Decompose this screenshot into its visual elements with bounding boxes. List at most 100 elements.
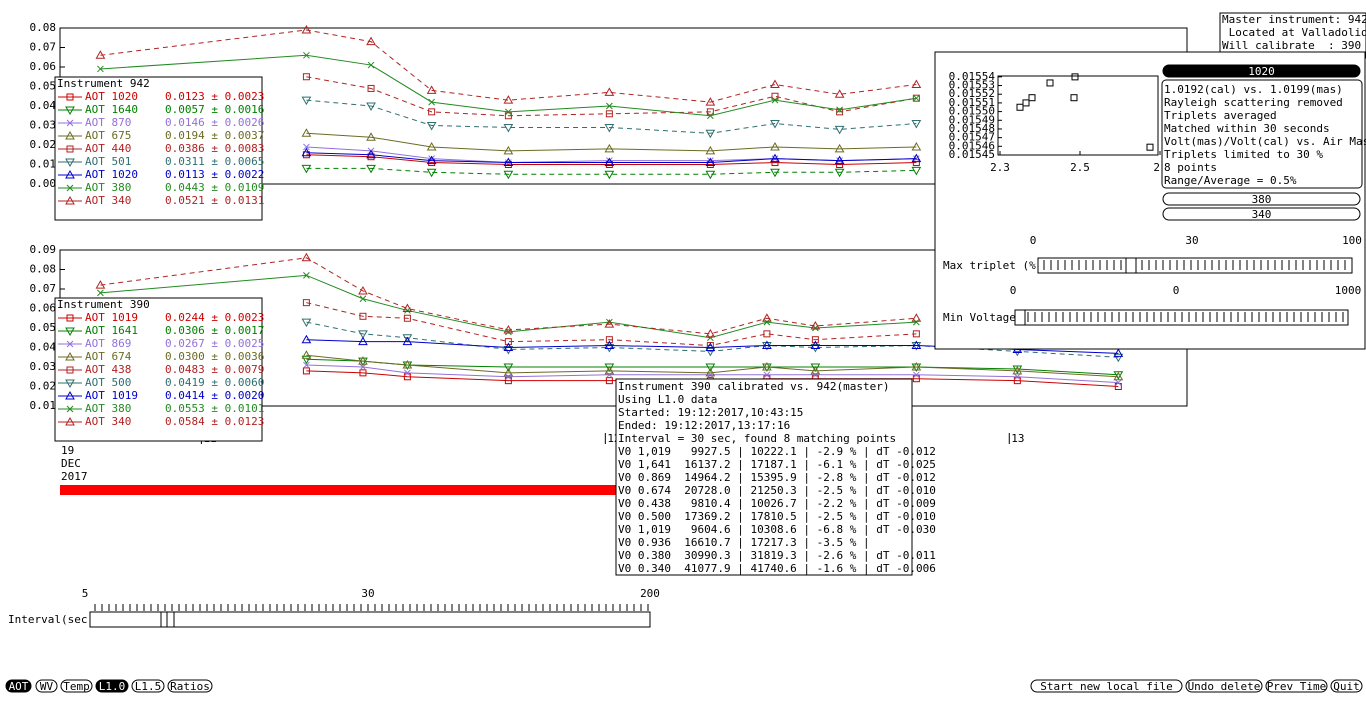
marker xyxy=(912,159,920,167)
marker xyxy=(359,369,367,377)
y-tick-label: 0.00 xyxy=(30,177,57,190)
button-label: L1.5 xyxy=(135,680,162,693)
marker xyxy=(358,336,368,346)
button[interactable]: Ratios xyxy=(167,679,213,693)
marker xyxy=(705,145,716,155)
info-line: Rayleigh scattering removed xyxy=(1164,96,1343,109)
slider-thumb[interactable] xyxy=(1125,257,1137,274)
marker xyxy=(404,369,411,377)
button[interactable]: Temp xyxy=(60,679,93,693)
marker xyxy=(810,344,821,353)
marker xyxy=(604,365,615,375)
marker xyxy=(834,89,845,98)
panel-controls: 1020 1.0192(cal) vs. 1.0199(mas)Rayleigh … xyxy=(943,64,1366,326)
interval-slider[interactable]: Interval(sec) 5 30 200 xyxy=(8,587,660,628)
button[interactable]: L1.5 xyxy=(131,679,165,693)
button-label: Ratios xyxy=(170,680,210,693)
y-tick-label: 0.01554 xyxy=(949,70,996,83)
line-chart: 0.00 0.01 0.02 0.03 0.04 0.05 0.06 0.07 0.08 Inst… xyxy=(30,21,1188,221)
marker xyxy=(301,96,312,106)
point xyxy=(1146,143,1154,151)
button-frame[interactable] xyxy=(1330,679,1363,693)
marker xyxy=(65,390,75,400)
series-line xyxy=(306,167,917,175)
y-tick-label: 0.08 xyxy=(30,21,57,34)
button-frame[interactable] xyxy=(131,679,165,693)
popup-line: Instrument 390 calibrated vs. 942(master… xyxy=(618,380,890,393)
slider[interactable]: Max triplet (%) 0 30 100 xyxy=(943,234,1362,274)
marker xyxy=(503,145,514,155)
series-line xyxy=(306,321,1119,358)
slider-track xyxy=(1037,257,1353,274)
marker xyxy=(426,141,437,151)
button[interactable]: 380 xyxy=(1162,192,1361,206)
legend-name: AOT 869 xyxy=(85,337,131,350)
legend-name: AOT 380 xyxy=(85,402,131,415)
marker xyxy=(301,334,312,344)
slider[interactable]: Min Voltage 0 0 1000 xyxy=(943,284,1361,326)
legend-stats: 0.0113 ± 0.0022 xyxy=(165,168,264,181)
slider-thumb[interactable] xyxy=(1014,309,1026,326)
legend-stats: 0.0553 ± 0.0101 xyxy=(165,402,264,415)
legend-stats: 0.0419 ± 0.0060 xyxy=(165,376,264,389)
marker xyxy=(66,145,74,153)
legend-name: AOT 501 xyxy=(85,155,131,168)
marker xyxy=(366,36,376,46)
slider-tick-label: 5 xyxy=(82,587,89,600)
button-frame[interactable] xyxy=(1185,679,1263,693)
button[interactable]: 340 xyxy=(1162,207,1361,221)
y-tick-label: 0.06 xyxy=(30,302,57,315)
popup-box xyxy=(615,378,913,576)
marker xyxy=(504,377,512,385)
marker xyxy=(303,361,310,369)
marker xyxy=(810,365,821,375)
slider-label: Max triplet (%) xyxy=(943,259,1042,272)
popup-line: Ended: 19:12:2017,13:17:16 xyxy=(618,419,790,432)
button-frame[interactable] xyxy=(1162,192,1361,206)
marker xyxy=(95,280,106,289)
button[interactable]: AOT xyxy=(5,679,32,693)
button-frame[interactable] xyxy=(35,679,58,693)
slider-tick-label: 30 xyxy=(1185,234,1198,247)
x-tick-label: 13 xyxy=(1011,432,1024,445)
marker xyxy=(812,371,819,379)
marker xyxy=(763,371,771,379)
button[interactable]: Undo delete xyxy=(1185,679,1263,693)
marker xyxy=(402,360,413,369)
marker xyxy=(503,363,514,373)
marker xyxy=(604,340,615,350)
legend-stats: 0.0483 ± 0.0079 xyxy=(165,363,264,376)
marker xyxy=(1013,377,1021,385)
button-frame[interactable] xyxy=(95,679,129,693)
legend-name: AOT 1019 xyxy=(85,389,138,402)
button-frame[interactable] xyxy=(167,679,213,693)
button-frame[interactable] xyxy=(60,679,93,693)
legend-stats: 0.0414 ± 0.0020 xyxy=(165,389,264,402)
button[interactable]: Quit xyxy=(1330,679,1363,693)
button-label: WV xyxy=(40,680,54,693)
button[interactable]: L1.0 xyxy=(95,679,129,693)
button[interactable]: Start new local file xyxy=(1030,679,1183,693)
marker xyxy=(366,102,376,112)
info-lines-box xyxy=(1161,79,1363,189)
marker xyxy=(301,318,312,328)
marker xyxy=(65,130,75,140)
marker xyxy=(428,108,436,116)
button[interactable]: Prev Time xyxy=(1265,679,1328,693)
button-frame[interactable] xyxy=(1265,679,1328,693)
legend-stats: 0.0443 ± 0.0109 xyxy=(165,181,264,194)
button[interactable]: WV xyxy=(35,679,58,693)
button-frame[interactable] xyxy=(5,679,32,693)
info-line: 8 points xyxy=(1164,161,1217,174)
marker xyxy=(65,351,75,361)
button-frame[interactable] xyxy=(1162,64,1361,78)
legend-box xyxy=(54,76,263,221)
marker xyxy=(770,79,780,89)
button[interactable]: 1020 xyxy=(1162,64,1361,78)
legend-name: AOT 380 xyxy=(85,181,131,194)
button-frame[interactable] xyxy=(1162,207,1361,221)
marker xyxy=(911,340,922,350)
button-label: L1.0 xyxy=(99,680,126,693)
button-frame[interactable] xyxy=(1030,679,1183,693)
